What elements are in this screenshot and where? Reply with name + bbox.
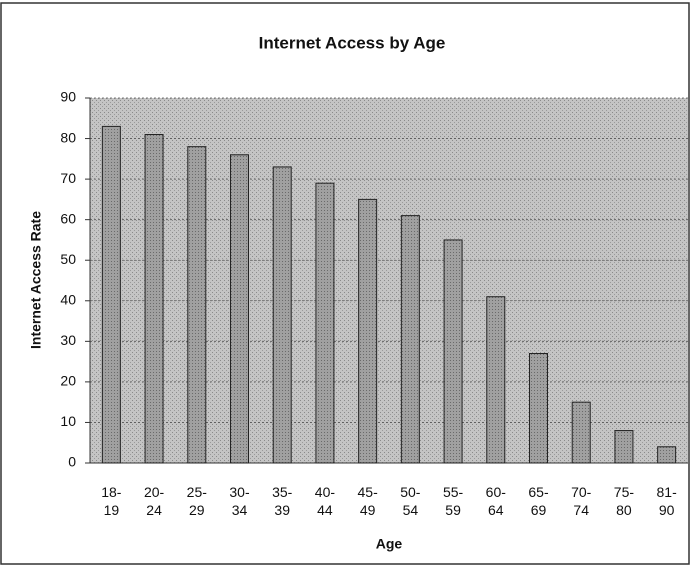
y-tick-label: 40: [60, 291, 76, 307]
x-tick-label: 40-44: [315, 484, 336, 518]
x-tick-label: 60-64: [486, 484, 507, 518]
bar: [101, 125, 121, 464]
y-tick-label: 10: [60, 413, 76, 429]
bar: [443, 239, 463, 464]
y-tick-label: 30: [60, 332, 76, 348]
bar: [614, 430, 634, 464]
bar: [358, 198, 378, 464]
bar: [486, 296, 506, 464]
x-tick-label: 81-90: [657, 484, 678, 518]
x-tick-label: 35-39: [272, 484, 293, 518]
bar: [315, 182, 335, 464]
y-axis-title: Internet Access Rate: [28, 211, 44, 349]
x-tick-label: 18-19: [101, 484, 122, 518]
y-tick-label: 0: [68, 454, 76, 470]
y-tick-label: 80: [60, 129, 76, 145]
y-tick-label: 90: [60, 89, 76, 105]
bar: [657, 446, 677, 464]
bar: [529, 353, 548, 464]
y-tick-label: 70: [60, 170, 76, 186]
x-tick-label: 75-80: [614, 484, 635, 518]
x-tick-label: 45-49: [358, 484, 379, 518]
x-tick-label: 70-74: [571, 484, 592, 518]
y-tick-label: 60: [60, 210, 76, 226]
x-tick-label: 20-24: [144, 484, 165, 518]
chart-title: Internet Access by Age: [259, 33, 446, 52]
x-tick-label: 30-34: [229, 484, 250, 518]
y-tick-label: 20: [60, 373, 76, 389]
bar: [400, 215, 420, 464]
plot-area: [90, 98, 688, 463]
x-tick-label: 65-69: [528, 484, 549, 518]
x-tick-label: 50-54: [400, 484, 421, 518]
bar: [272, 166, 292, 464]
bar: [571, 401, 591, 464]
bar: [230, 154, 249, 464]
bar: [144, 134, 164, 464]
bar: [187, 146, 207, 464]
x-axis-title: Age: [376, 536, 403, 552]
x-tick-label: 55-59: [443, 484, 464, 518]
x-tick-label: 25-29: [187, 484, 208, 518]
y-tick-label: 50: [60, 251, 76, 267]
